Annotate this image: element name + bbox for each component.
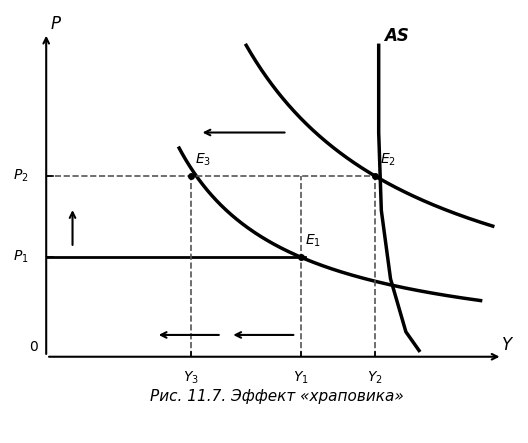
- Text: $Y_1$: $Y_1$: [293, 369, 308, 385]
- Text: P: P: [51, 15, 61, 33]
- Text: AS: AS: [384, 27, 409, 45]
- Text: $E_1$: $E_1$: [305, 233, 321, 249]
- Text: 0: 0: [29, 340, 37, 354]
- Text: $E_3$: $E_3$: [195, 152, 212, 168]
- Text: $Y_2$: $Y_2$: [367, 369, 383, 385]
- Text: $P_1$: $P_1$: [13, 249, 29, 265]
- Text: $Y_3$: $Y_3$: [183, 369, 199, 385]
- Text: Y: Y: [502, 336, 513, 354]
- Text: $P_2$: $P_2$: [13, 168, 29, 184]
- Text: Рис. 11.7. Эффект «храповика»: Рис. 11.7. Эффект «храповика»: [149, 389, 403, 404]
- Text: $E_2$: $E_2$: [380, 152, 395, 168]
